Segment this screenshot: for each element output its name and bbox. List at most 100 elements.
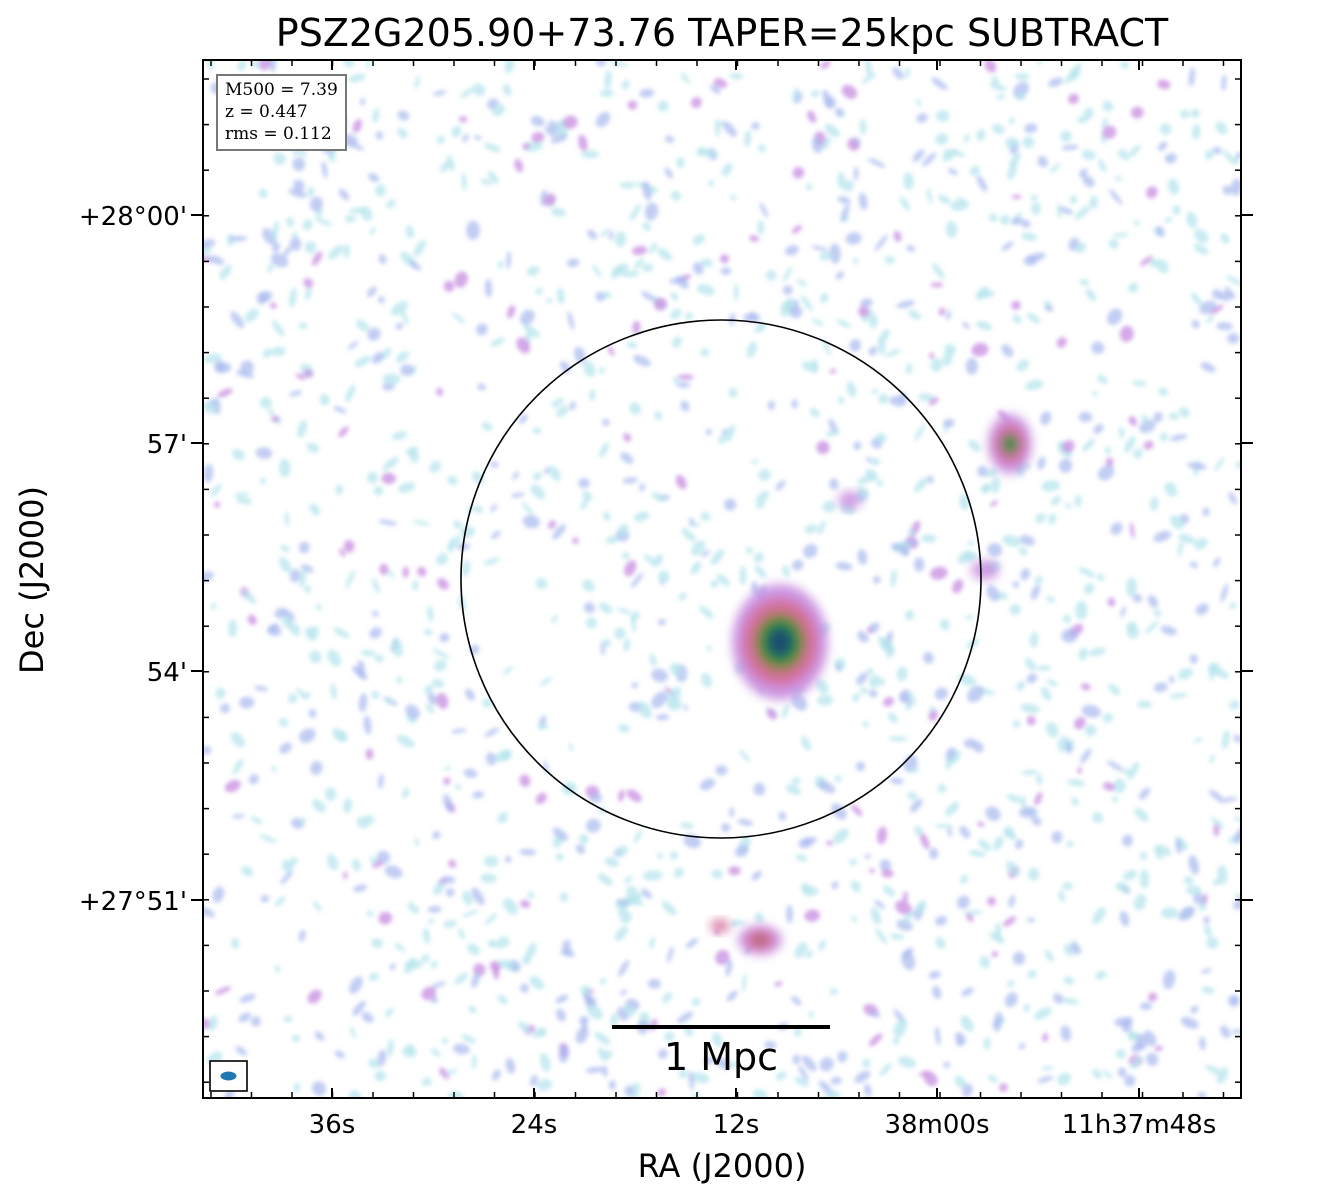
y-tick-label: +28°00'	[78, 202, 187, 232]
southern-radio-source	[738, 925, 782, 955]
noise-blob	[979, 956, 990, 969]
noise-blob	[1139, 869, 1150, 889]
noise-blob	[1078, 647, 1088, 661]
noise-blob	[555, 1008, 566, 1022]
noise-blob	[803, 543, 818, 559]
noise-blob	[909, 798, 923, 813]
noise-blob	[551, 615, 558, 623]
noise-blob	[815, 679, 829, 694]
noise-blob	[334, 1050, 346, 1059]
noise-blob	[1189, 561, 1198, 569]
noise-blob	[639, 88, 655, 98]
noise-blob	[1145, 186, 1158, 199]
noise-blob	[582, 491, 593, 502]
noise-blob	[550, 134, 568, 144]
noise-blob	[651, 554, 663, 568]
noise-blob	[1015, 839, 1024, 850]
noise-blob	[861, 308, 874, 323]
noise-blob	[649, 653, 657, 667]
noise-blob	[414, 837, 419, 847]
noise-blob	[522, 515, 540, 529]
noise-blob	[384, 865, 403, 879]
noise-blob	[831, 881, 839, 890]
noise-blob	[879, 1062, 892, 1076]
noise-blob	[267, 623, 279, 634]
x-tick-label: 36s	[308, 1110, 356, 1140]
noise-blob	[402, 787, 410, 799]
noise-blob	[875, 928, 888, 945]
noise-blob	[928, 706, 936, 713]
noise-blob	[1064, 943, 1073, 957]
noise-blob	[737, 818, 754, 826]
noise-blob	[452, 312, 466, 324]
noise-blob	[663, 1031, 675, 1042]
noise-blob	[433, 882, 445, 896]
noise-blob	[935, 133, 949, 145]
noise-blob	[388, 456, 399, 468]
noise-blob	[538, 723, 549, 730]
noise-blob	[843, 180, 854, 192]
noise-blob	[583, 602, 595, 614]
noise-blob	[274, 607, 288, 619]
noise-blob	[1186, 211, 1198, 229]
noise-blob	[853, 166, 859, 181]
noise-blob	[1092, 1069, 1102, 1079]
noise-blob	[913, 557, 925, 572]
noise-blob	[857, 631, 869, 643]
noise-blob	[208, 1015, 218, 1031]
noise-blob	[348, 1089, 362, 1098]
noise-blob	[1147, 992, 1158, 1002]
noise-blob	[497, 994, 508, 1005]
noise-blob	[725, 424, 736, 442]
noise-blob	[1141, 415, 1149, 424]
noise-blob	[1003, 829, 1018, 841]
noise-blob	[857, 549, 868, 565]
noise-blob	[744, 129, 752, 147]
noise-blob	[877, 336, 886, 356]
noise-blob	[902, 947, 914, 959]
noise-blob	[497, 260, 504, 270]
noise-blob	[1018, 806, 1037, 818]
noise-blob	[822, 500, 836, 513]
noise-blob	[381, 472, 396, 485]
noise-blob	[841, 84, 858, 99]
noise-blob	[519, 848, 537, 856]
noise-blob	[1202, 507, 1210, 517]
noise-blob	[506, 305, 516, 319]
noise-blob	[683, 834, 701, 849]
noise-blob	[624, 1004, 635, 1017]
noise-blob	[1045, 596, 1056, 603]
noise-blob	[1060, 130, 1072, 143]
noise-blob	[946, 310, 951, 321]
noise-blob	[446, 155, 455, 172]
plot-frame	[202, 59, 1242, 1099]
noise-blob	[751, 459, 758, 464]
noise-blob	[1096, 573, 1105, 582]
noise-blob	[536, 1079, 553, 1091]
noise-blob	[288, 188, 307, 198]
noise-blob	[620, 452, 634, 464]
noise-blob	[1083, 107, 1094, 119]
noise-blob	[309, 196, 323, 212]
noise-blob	[631, 682, 639, 689]
noise-blob	[889, 777, 904, 785]
noise-blob	[242, 589, 257, 604]
noise-blob	[791, 777, 801, 785]
noise-blob	[1063, 503, 1073, 509]
noise-blob	[366, 286, 377, 297]
noise-blob	[866, 457, 872, 463]
noise-blob	[811, 319, 825, 326]
noise-blob	[623, 638, 631, 652]
noise-blob	[327, 854, 339, 871]
noise-blob	[421, 954, 430, 963]
noise-blob	[592, 264, 602, 277]
noise-blob	[878, 393, 889, 404]
cluster-info-box: M500 = 7.39 z = 0.447 rms = 0.112	[216, 74, 347, 151]
noise-blob	[810, 90, 820, 98]
noise-blob	[303, 369, 314, 378]
noise-blob	[526, 266, 540, 276]
noise-blob	[338, 426, 349, 438]
noise-blob	[742, 973, 747, 993]
noise-blob	[642, 870, 663, 881]
